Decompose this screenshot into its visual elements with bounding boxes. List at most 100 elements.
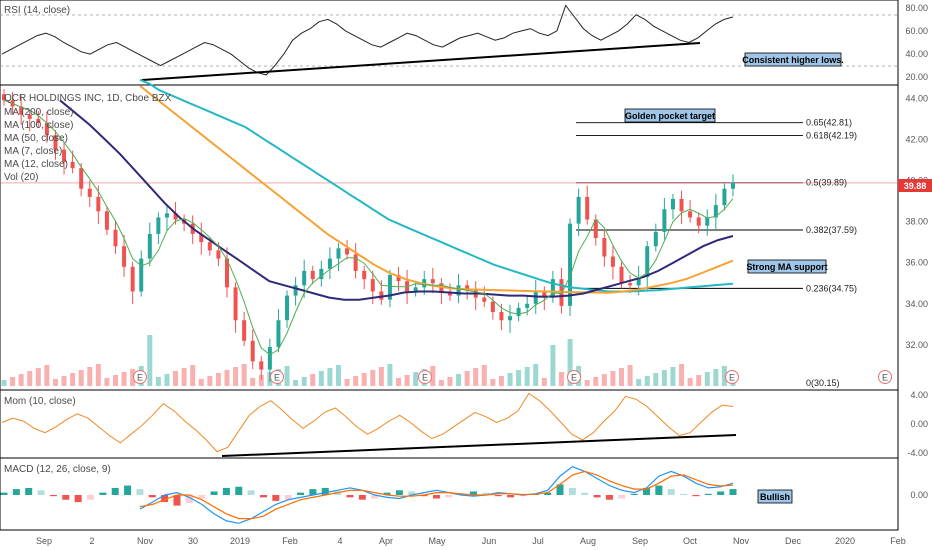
candle-body [705, 217, 710, 226]
time-tick-label: Jul [532, 536, 544, 546]
candle-body [533, 291, 538, 304]
candle-body [250, 340, 255, 362]
candle-body [70, 161, 75, 169]
volume-bar [147, 335, 153, 386]
legend-ma-200: MA (200, close) [4, 107, 73, 118]
candle-body [104, 211, 109, 230]
volume-bar [241, 364, 247, 386]
volume-bar [112, 375, 118, 386]
candle-body [653, 231, 658, 247]
fib-label: 0.65(42.81) [806, 118, 852, 128]
volume-bar [370, 370, 376, 386]
price-tick-label: 38.00 [905, 217, 928, 227]
volume-bar [567, 339, 573, 386]
volume-bar [27, 371, 33, 386]
macd-histogram-bar [309, 489, 317, 495]
candle-body [130, 266, 135, 292]
candle-body [113, 229, 118, 247]
legend-ma-50: MA (50, close) [4, 133, 68, 144]
volume-bar [610, 371, 616, 386]
volume-bar [696, 375, 702, 386]
candle-body [490, 301, 495, 313]
volume-bar [490, 379, 496, 386]
macd-histogram-bar [507, 495, 515, 498]
macd-histogram-bar [62, 495, 70, 500]
candle-body [259, 361, 264, 370]
candle-body [696, 217, 701, 226]
macd-histogram-bar [729, 489, 737, 495]
earnings-marker-label: E [882, 373, 888, 383]
volume-bar [52, 379, 58, 386]
volume-bar [10, 377, 16, 386]
ma-short-line [3, 99, 734, 356]
macd-histogram-bar [643, 487, 651, 495]
legend-ma-12: MA (12, close) [4, 159, 68, 170]
macd-histogram-bar [185, 495, 193, 504]
macd-histogram-bar [704, 493, 712, 495]
volume-bar [190, 365, 196, 386]
volume-bar [558, 372, 564, 386]
candle-body [87, 188, 92, 197]
volume-bar [44, 365, 50, 386]
volume-bar [627, 365, 633, 386]
time-tick-label: 2020 [835, 536, 855, 546]
volume-bar [430, 366, 436, 386]
candle-body [79, 168, 84, 189]
candle-body [550, 279, 555, 298]
volume-bar [301, 377, 307, 386]
annotation-box-bullish [757, 489, 793, 504]
volume-bar [155, 377, 161, 386]
volume-bar [670, 367, 676, 386]
rsi-axis-ticks: 80.00 60.00 40.00 20.00 [905, 3, 928, 82]
earnings-marker [270, 370, 284, 384]
instrument-title: QCR HOLDINGS INC, 1D, Cboe BZX [4, 93, 172, 104]
earnings-marker-label: E [571, 373, 577, 383]
price-tick-label: 44.00 [905, 93, 928, 103]
momentum-line [1, 392, 734, 453]
time-tick-label: Feb [282, 536, 298, 546]
ma-50-line [59, 99, 734, 301]
candle-body [482, 297, 487, 302]
rsi-panel: RSI (14, close) 80.00 60.00 40.00 20.00 Con… [0, 3, 928, 82]
rsi-line [1, 4, 734, 76]
candle-body [285, 295, 290, 321]
volume-bar [533, 364, 539, 386]
time-tick-label: Nov [733, 536, 750, 546]
momentum-label: Mom (10, close) [4, 396, 76, 407]
macd-histogram-bar [717, 491, 725, 495]
momentum-trendline [221, 434, 737, 457]
candle-body [96, 196, 101, 212]
candle-body [610, 256, 615, 267]
candle-body [379, 291, 384, 300]
candle-body [276, 320, 281, 347]
candle-body [679, 198, 684, 212]
macd-histogram-bar [358, 495, 366, 500]
macd-histogram-bar [593, 495, 601, 498]
time-tick-label: Nov [137, 536, 154, 546]
time-tick-label: Sep [36, 536, 52, 546]
volume-bar [473, 368, 479, 386]
earnings-marker-label: E [422, 373, 428, 383]
candle-body [499, 312, 504, 321]
macd-histogram-bar [0, 492, 8, 495]
macd-histogram-bar [630, 493, 638, 495]
macd-histogram-bar [334, 491, 342, 495]
volume-bar [121, 372, 127, 386]
candle-body [216, 250, 221, 259]
time-tick-label: Aug [580, 536, 596, 546]
volume-bar [87, 367, 93, 386]
volume-bar [541, 378, 547, 386]
volume-bar [224, 370, 230, 386]
candle-body [430, 279, 435, 284]
macd-histogram-bar [432, 495, 440, 499]
macd-histogram-bar [136, 489, 144, 495]
candle-body [593, 219, 598, 239]
candle-body [602, 238, 607, 257]
macd-tick-label: 0.00 [910, 490, 928, 500]
annotation-higher-lows: Consistent higher lows. [742, 55, 844, 65]
earnings-marker-label: E [274, 373, 280, 383]
annotation-ma-support: Strong MA support [746, 262, 827, 272]
candle-body [516, 307, 521, 317]
